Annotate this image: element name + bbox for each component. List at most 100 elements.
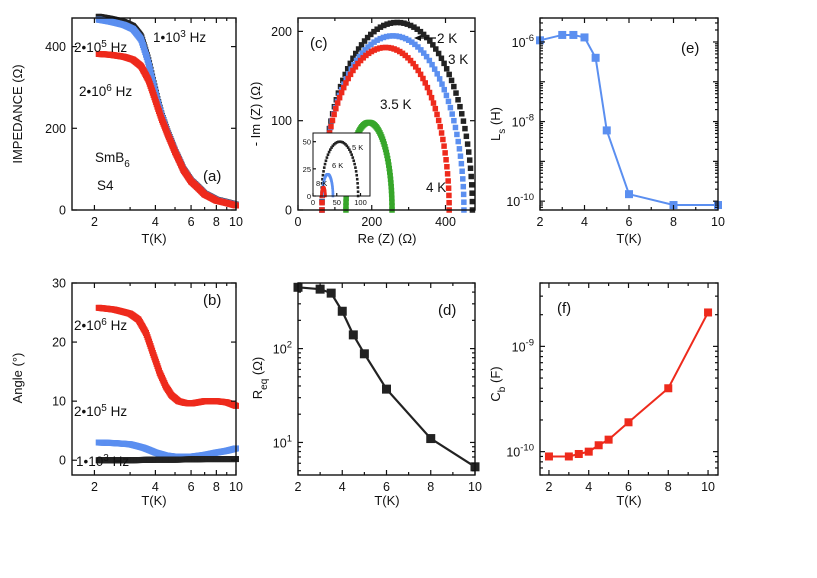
data-point-c — [353, 50, 359, 57]
data-point-c — [379, 44, 386, 51]
y-tick-label-e: 10-10 — [506, 192, 534, 209]
data-point-c — [444, 164, 450, 170]
x-tick-label-d: 8 — [427, 480, 434, 494]
data-point-c — [460, 176, 466, 182]
data-point-c — [396, 33, 403, 40]
data-point-f — [624, 418, 633, 427]
data-point-c — [415, 44, 421, 50]
data-point-inset — [341, 141, 344, 144]
data-point-c — [361, 38, 368, 44]
x-axis-title-c: Re (Z) (Ω) — [358, 231, 417, 246]
x-axis-title-d: T(K) — [374, 493, 399, 508]
panel-b: 2 4 6 8 10 0 10 20 30 T(K) Angle (°) 2•106 Hz 2•105 … — [10, 277, 243, 509]
data-point-c — [430, 100, 437, 106]
data-point-c — [374, 26, 380, 32]
x-tick-label-e: 4 — [581, 215, 588, 229]
data-point-c — [431, 66, 438, 72]
data-point-f — [564, 452, 573, 461]
data-point-c — [439, 81, 445, 87]
data-point-c — [396, 48, 403, 55]
data-point-c — [390, 33, 396, 39]
x-tick-label-a: 4 — [152, 215, 159, 229]
data-point-inset — [331, 184, 334, 188]
data-point-c — [426, 89, 433, 96]
data-point-c — [465, 149, 472, 155]
data-point-c — [394, 19, 400, 26]
data-point-c — [438, 130, 445, 136]
data-point-inset — [325, 156, 329, 159]
data-point-c — [415, 67, 421, 74]
data-point-inset — [331, 191, 335, 194]
data-point-c — [342, 71, 348, 78]
data-point-c — [436, 76, 443, 82]
data-point-c — [343, 199, 349, 205]
data-point-d — [426, 434, 436, 444]
data-point-c — [418, 47, 424, 53]
data-point-c — [362, 47, 368, 53]
data-point-c — [412, 64, 419, 70]
panel-label-c: (c) — [310, 35, 328, 52]
data-point-inset — [321, 183, 325, 186]
data-point-c — [371, 47, 377, 53]
inset-x-tick-label: 0 — [311, 198, 315, 207]
data-point-c — [457, 153, 464, 159]
x-tick-label-e: 6 — [626, 215, 633, 229]
data-point-inset — [344, 143, 347, 146]
data-point-f — [594, 441, 603, 450]
data-point-c — [381, 22, 387, 29]
data-point-f — [544, 452, 553, 461]
data-point-c — [449, 111, 455, 117]
data-point-c — [454, 131, 460, 138]
panel-label-a: (a) — [203, 168, 221, 185]
data-point-c — [319, 199, 325, 206]
annotation-2e5hz-a: 2•105 Hz — [74, 39, 127, 55]
x-tick-label-a: 2 — [91, 215, 98, 229]
data-point-c — [469, 190, 475, 196]
data-point-inset — [352, 159, 356, 163]
data-point-e — [558, 30, 567, 39]
data-point-c — [423, 53, 430, 60]
data-point-c — [445, 178, 451, 184]
data-point-inset — [354, 166, 357, 169]
data-point-c — [387, 172, 393, 179]
data-point-c — [443, 66, 450, 72]
y-tick-label-b: 0 — [59, 454, 66, 468]
data-point-f — [604, 435, 613, 444]
data-point-inset — [322, 181, 325, 185]
data-point-inset — [328, 148, 332, 151]
data-point-c — [389, 195, 395, 202]
data-point-c — [340, 84, 347, 91]
data-point-c — [421, 50, 427, 56]
data-point-c — [340, 77, 346, 84]
data-point-inset — [356, 186, 360, 189]
data-point-c — [467, 165, 474, 172]
data-point-inset — [348, 148, 351, 151]
data-point-inset — [331, 187, 334, 191]
data-point-c — [393, 33, 399, 39]
data-point-f — [664, 384, 673, 393]
data-point-c — [448, 77, 455, 84]
inset-y-tick-label: 25 — [303, 165, 311, 174]
data-point-c — [441, 60, 447, 67]
data-point-f — [574, 449, 583, 458]
data-point-c — [353, 57, 360, 64]
panel-e: 2 4 6 8 10 10-6 10-8 10-10 T(K) Ls (H) (e) — [488, 17, 725, 246]
data-point-c — [461, 199, 467, 205]
data-point-c — [397, 19, 404, 26]
y-axis-title-a: IMPEDANCE (Ω) — [10, 64, 25, 163]
data-point-c — [388, 180, 394, 186]
data-point-c — [368, 31, 374, 38]
data-point-c — [442, 150, 448, 156]
data-point-a — [149, 78, 156, 85]
inset-label-6k: 6 K — [332, 161, 343, 170]
y-tick-label-b: 20 — [52, 336, 66, 350]
data-point-c — [364, 34, 371, 41]
data-point-c — [464, 141, 471, 147]
data-point-c — [435, 50, 442, 57]
data-point-c — [384, 152, 390, 159]
data-point-c — [337, 83, 344, 90]
x-tick-label-f: 8 — [665, 480, 672, 494]
inset-x-tick-label: 50 — [333, 198, 341, 207]
x-tick-label-a: 8 — [213, 215, 220, 229]
